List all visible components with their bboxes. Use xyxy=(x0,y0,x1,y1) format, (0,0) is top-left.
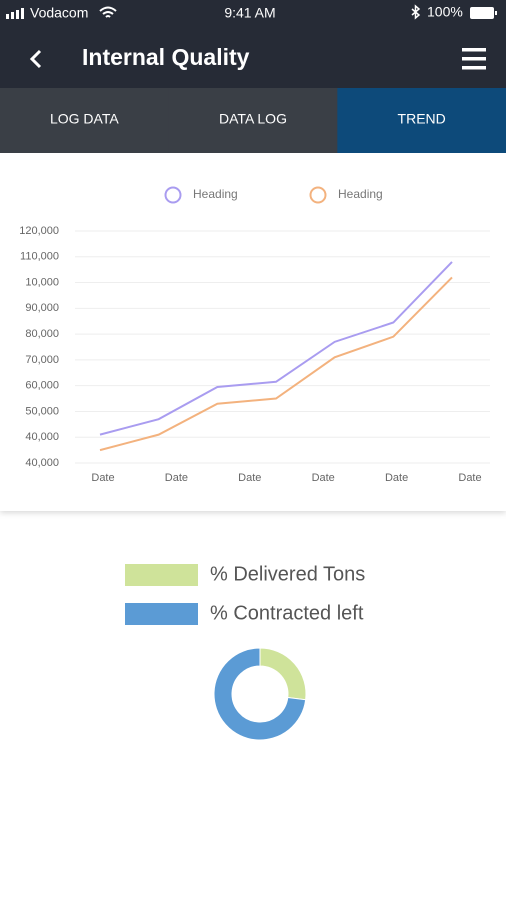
menu-button[interactable] xyxy=(462,48,486,70)
line-series xyxy=(99,276,453,452)
x-tick-label: Date xyxy=(238,472,261,484)
top-bar xyxy=(0,0,506,88)
legend-marker xyxy=(164,186,182,204)
battery-tip xyxy=(495,11,497,15)
battery-icon xyxy=(470,7,494,19)
tab[interactable] xyxy=(337,88,506,153)
clock: 9:41 AM xyxy=(224,5,275,21)
tab-label[interactable]: DATA LOG xyxy=(219,111,287,127)
tab-label[interactable]: TREND xyxy=(398,111,446,127)
x-tick-label: Date xyxy=(312,472,335,484)
x-tick-label: Date xyxy=(385,472,408,484)
legend-label: % Delivered Tons xyxy=(210,563,365,585)
wifi-icon xyxy=(99,6,117,18)
y-tick-label: 110,000 xyxy=(20,251,59,263)
legend-swatch xyxy=(125,603,198,625)
y-tick-label: 90,000 xyxy=(25,302,59,314)
y-tick-label: 80,000 xyxy=(25,328,59,340)
y-tick-label: 70,000 xyxy=(25,354,59,366)
x-tick-label: Date xyxy=(458,472,481,484)
y-tick-label: 120,000 xyxy=(19,225,59,237)
tab-label[interactable]: LOG DATA xyxy=(50,111,119,127)
donut-slice xyxy=(213,647,307,741)
legend-label: % Contracted left xyxy=(210,602,364,624)
y-tick-label: 60,000 xyxy=(25,380,59,392)
battery-level: 100% xyxy=(427,4,463,20)
y-tick-label: 40,000 xyxy=(25,457,59,469)
x-tick-label: Date xyxy=(91,472,114,484)
line-series xyxy=(99,261,453,436)
y-tick-label: 50,000 xyxy=(25,405,59,417)
x-tick-label: Date xyxy=(165,472,188,484)
back-button[interactable] xyxy=(29,49,42,69)
legend-label: Heading xyxy=(338,187,383,201)
y-tick-label: 10,000 xyxy=(25,276,59,288)
carrier: Vodacom xyxy=(30,5,88,21)
legend-marker xyxy=(309,186,327,204)
legend-swatch xyxy=(125,564,198,586)
screen-title: Internal Quality xyxy=(82,44,250,70)
tab[interactable] xyxy=(168,88,338,153)
signal-icon xyxy=(6,8,24,19)
tab[interactable] xyxy=(0,88,170,153)
y-tick-label: 40,000 xyxy=(25,431,59,443)
bluetooth-icon xyxy=(411,4,421,20)
chart-card xyxy=(0,153,506,511)
legend-label: Heading xyxy=(193,187,238,201)
donut-slice xyxy=(259,647,307,701)
